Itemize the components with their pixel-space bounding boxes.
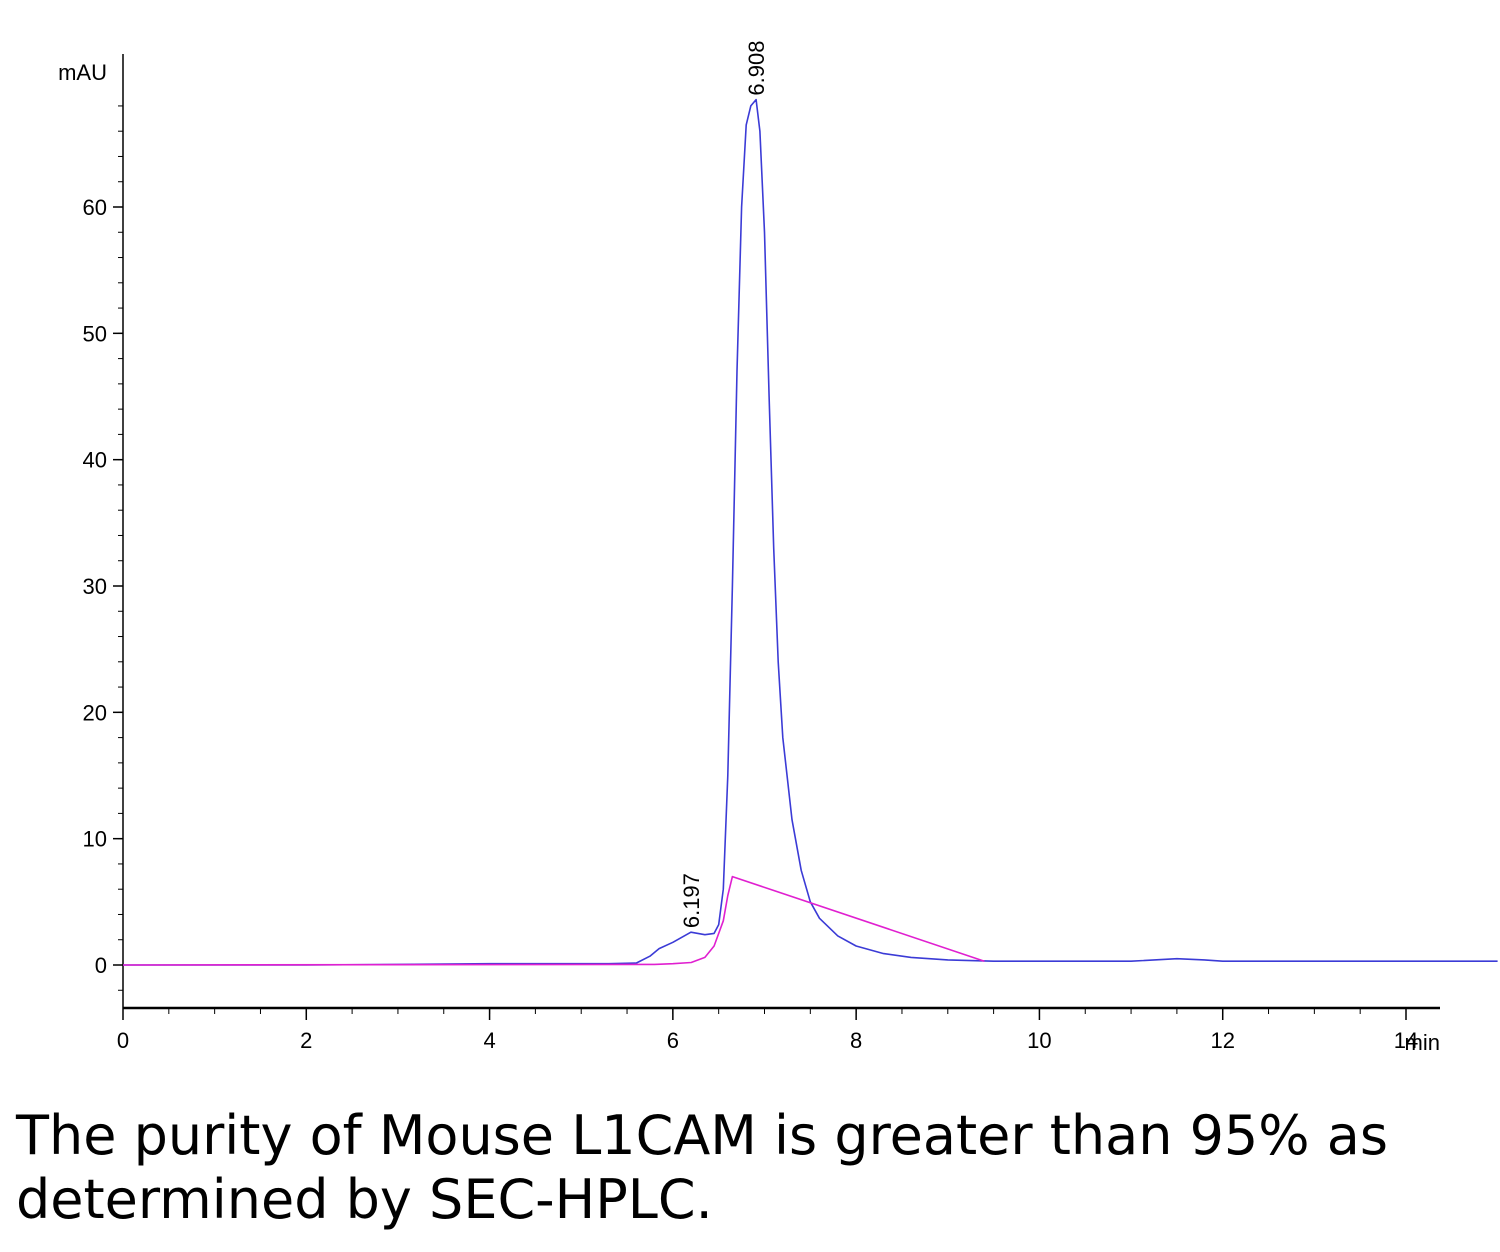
y-axis-unit: mAU — [58, 60, 107, 85]
x-axis-unit: min — [1405, 1030, 1440, 1055]
peak-label: 6.197 — [679, 873, 704, 928]
x-tick-label: 2 — [300, 1028, 312, 1053]
x-tick-label: 8 — [850, 1028, 862, 1053]
y-tick-label: 40 — [83, 448, 107, 473]
baseline-trace — [122, 875, 985, 966]
x-tick-label: 14 — [1394, 1028, 1418, 1053]
label-layer: 6.197 6.908 — [679, 41, 769, 929]
x-tick-label: 0 — [117, 1028, 129, 1053]
series-layer — [122, 98, 1498, 966]
peak-label: 6.908 — [744, 41, 769, 96]
figure-caption: The purity of Mouse L1CAM is greater tha… — [16, 1104, 1388, 1231]
y-tick-label: 0 — [95, 953, 107, 978]
signal-trace — [123, 98, 1498, 966]
x-tick-label: 6 — [667, 1028, 679, 1053]
x-tick-label: 12 — [1210, 1028, 1234, 1053]
y-tick-label: 20 — [83, 700, 107, 725]
y-tick-label: 10 — [83, 827, 107, 852]
y-tick-label: 30 — [83, 574, 107, 599]
x-tick-label: 4 — [483, 1028, 495, 1053]
x-tick-label: 10 — [1027, 1028, 1051, 1053]
chromatogram-chart: 0 10 20 30 40 50 60 mAU 0 2 4 6 8 10 12 14 min 6.197 6.90… — [58, 41, 1498, 1055]
y-tick-label: 60 — [83, 195, 107, 220]
y-tick-label: 50 — [83, 321, 107, 346]
